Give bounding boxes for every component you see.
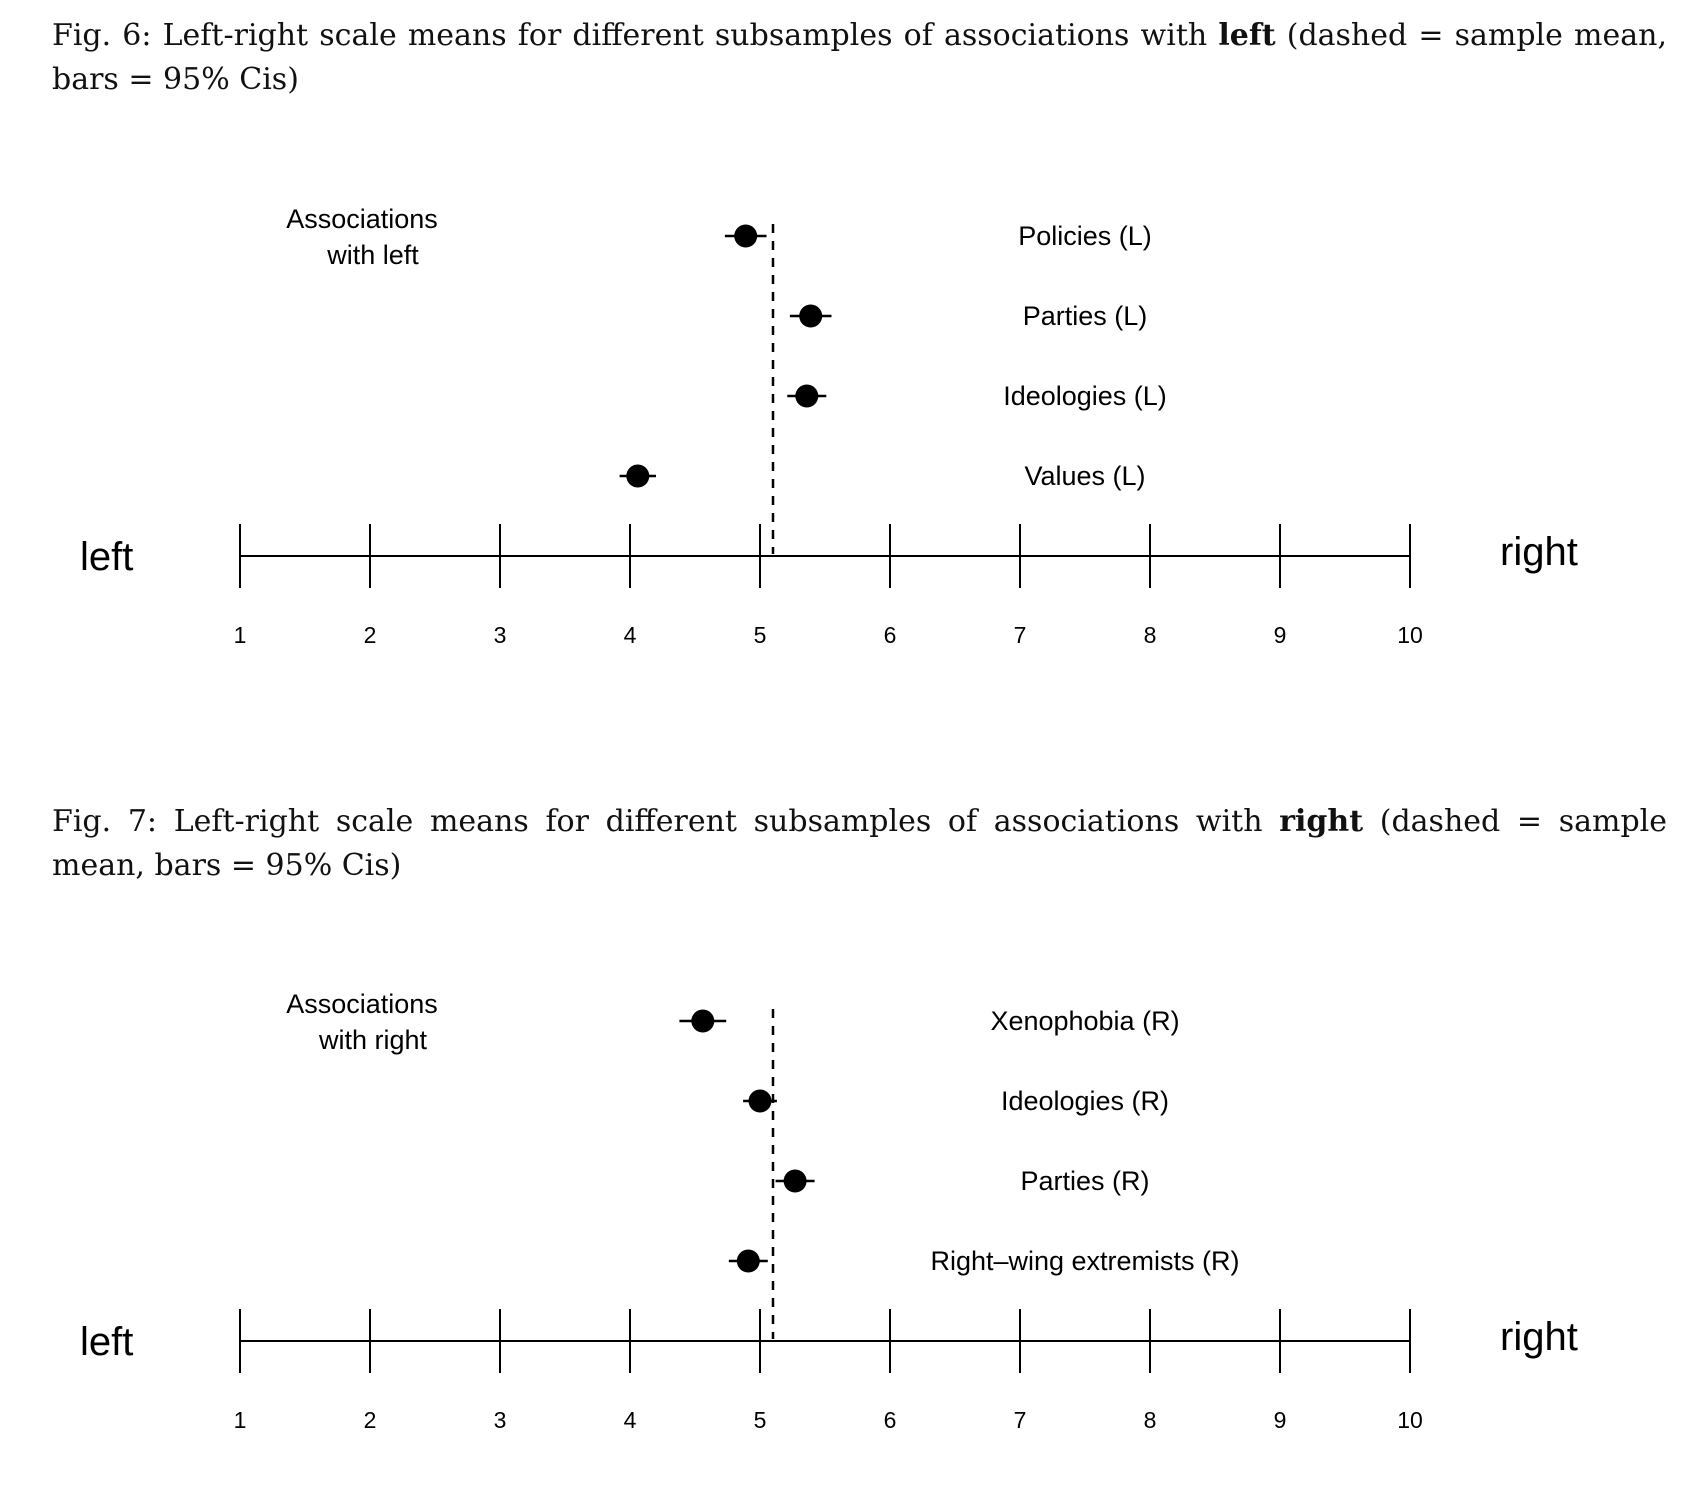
mean-point	[626, 464, 650, 488]
tick-label: 4	[624, 1407, 637, 1433]
figure-6-chart: Associations with left left right 1 2 3 4 5 6 7 8 9 1…	[80, 204, 1578, 648]
caption-lead: Fig. 7: Left-right scale means for diffe…	[52, 804, 1280, 839]
category-label: Parties (L)	[1023, 301, 1148, 331]
category-label: Ideologies (R)	[1001, 1086, 1169, 1116]
category-label: Values (L)	[1024, 461, 1145, 491]
caption-bold: right	[1279, 804, 1364, 839]
tick-label: 2	[364, 622, 377, 648]
axis-right-label: right	[1500, 1315, 1578, 1359]
caption-tail: (dashed = sample mean, bars = 95% Cis)	[52, 804, 1667, 883]
caption-lead: Fig. 6: Left-right scale means for diffe…	[52, 18, 1219, 53]
category-label: Right–wing extremists (R)	[930, 1246, 1239, 1276]
tick-label: 8	[1144, 622, 1157, 648]
category-label: Ideologies (L)	[1003, 381, 1167, 411]
axis-left-label: left	[80, 1320, 133, 1364]
tick-label: 7	[1014, 1407, 1027, 1433]
mean-point	[783, 1169, 807, 1193]
figure-6-caption: Fig. 6: Left-right scale means for diffe…	[52, 14, 1667, 102]
tick-label: 8	[1144, 1407, 1157, 1433]
mean-point	[795, 384, 819, 408]
tick-label: 9	[1274, 1407, 1287, 1433]
tick-label: 6	[884, 1407, 897, 1433]
panel-label-line-2: with right	[318, 1025, 428, 1055]
category-label: Policies (L)	[1018, 221, 1152, 251]
tick-label: 2	[364, 1407, 377, 1433]
tick-label: 5	[754, 622, 767, 648]
panel-label-line-2: with left	[326, 240, 419, 270]
axis-right-label: right	[1500, 530, 1578, 574]
caption-tail: (dashed = sample mean, bars = 95% Cis)	[52, 18, 1667, 97]
tick-label: 6	[884, 622, 897, 648]
tick-label: 7	[1014, 622, 1027, 648]
tick-label: 10	[1397, 1407, 1423, 1433]
tick-label: 1	[234, 1407, 247, 1433]
mean-point	[691, 1009, 715, 1033]
figure-7-caption: Fig. 7: Left-right scale means for diffe…	[52, 800, 1667, 888]
mean-point	[736, 1249, 760, 1273]
mean-point	[748, 1089, 772, 1113]
tick-label: 3	[494, 1407, 507, 1433]
mean-point	[799, 304, 823, 328]
axis-left-label: left	[80, 535, 133, 579]
tick-label: 4	[624, 622, 637, 648]
mean-point	[734, 224, 758, 248]
figure-7-chart: Associations with right left right 1 2 3 4 5 6 7 8 9…	[80, 989, 1578, 1433]
tick-label: 5	[754, 1407, 767, 1433]
tick-label: 1	[234, 622, 247, 648]
panel-label-line-1: Associations	[286, 989, 438, 1019]
panel-label-line-1: Associations	[286, 204, 438, 234]
caption-bold: left	[1218, 18, 1276, 53]
tick-label: 9	[1274, 622, 1287, 648]
tick-label: 10	[1397, 622, 1423, 648]
category-label: Parties (R)	[1020, 1166, 1149, 1196]
tick-label: 3	[494, 622, 507, 648]
category-label: Xenophobia (R)	[990, 1006, 1179, 1036]
